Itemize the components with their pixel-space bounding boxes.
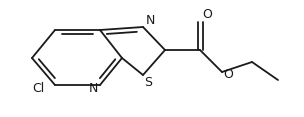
Text: Cl: Cl xyxy=(32,82,44,95)
Text: S: S xyxy=(144,75,152,88)
Text: N: N xyxy=(145,13,155,26)
Text: O: O xyxy=(223,68,233,82)
Text: N: N xyxy=(88,82,98,95)
Text: O: O xyxy=(202,9,212,22)
